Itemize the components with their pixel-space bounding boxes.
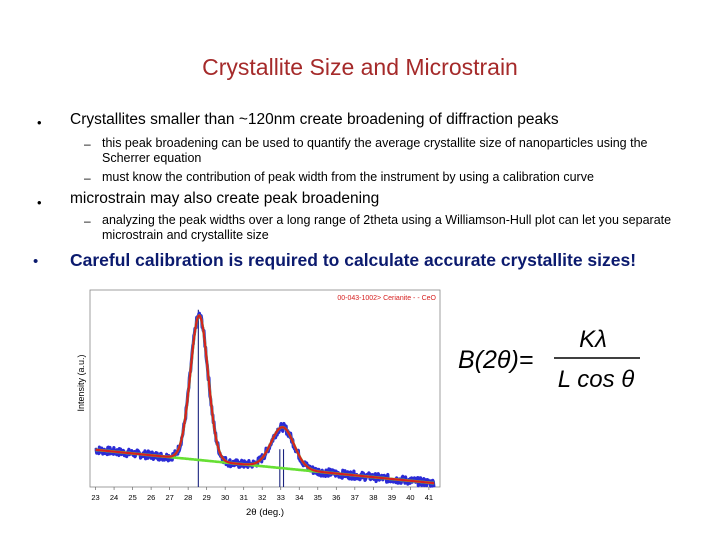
sub-dash: – [84, 137, 91, 151]
equation-lhs: B(2θ)= [458, 346, 533, 374]
bullet-dot: • [37, 115, 42, 130]
x-tick-label: 26 [147, 493, 155, 502]
x-tick-label: 24 [110, 493, 118, 502]
sub-bullet-text: analyzing the peak widths over a long ra… [102, 213, 672, 242]
highlight-bullet-text: Careful calibration is required to calcu… [70, 250, 637, 270]
x-tick-label: 27 [165, 493, 173, 502]
scherrer-equation: B(2θ)= Kλ L cos θ [458, 326, 640, 393]
x-tick-label: 37 [351, 493, 359, 502]
x-tick-label: 41 [425, 493, 433, 502]
x-tick-label: 32 [258, 493, 266, 502]
x-tick-label: 39 [388, 493, 396, 502]
slide-title: Crystallite Size and Microstrain [202, 54, 518, 80]
bullet-text: Crystallites smaller than ~120nm create … [70, 111, 559, 128]
bullet-text: microstrain may also create peak broaden… [70, 190, 380, 207]
sub-bullet-text: must know the contribution of peak width… [102, 170, 594, 184]
x-axis-label: 2θ (deg.) [246, 507, 284, 518]
x-tick-label: 34 [295, 493, 303, 502]
x-tick-label: 40 [406, 493, 414, 502]
x-tick-label: 36 [332, 493, 340, 502]
bullet-dot: • [37, 195, 42, 210]
y-axis-label: Intensity (a.u.) [76, 354, 86, 411]
x-tick-label: 30 [221, 493, 229, 502]
x-tick-label: 38 [369, 493, 377, 502]
equation-numerator: Kλ [579, 326, 607, 353]
series-measured-data [94, 311, 436, 488]
x-tick-label: 29 [202, 493, 210, 502]
x-tick-label: 25 [128, 493, 136, 502]
x-tick-label: 31 [240, 493, 248, 502]
x-tick-label: 35 [314, 493, 322, 502]
sub-dash: – [84, 214, 91, 228]
equation-denominator: L cos θ [558, 366, 635, 393]
bullet-dot: • [33, 253, 39, 270]
phase-annotation: 00-043-1002> Cerianite - - CeO [337, 295, 436, 302]
x-tick-label: 28 [184, 493, 192, 502]
x-tick-label: 33 [277, 493, 285, 502]
plot-area-frame [89, 289, 441, 488]
x-tick-label: 23 [91, 493, 99, 502]
sub-bullet-text: this peak broadening can be used to quan… [102, 136, 648, 165]
xrd-chart: 23 24 25 26 27 28 29 30 31 32 33 34 35 36 37 38 39 40 41 0… [76, 289, 441, 518]
sub-dash: – [84, 171, 91, 185]
series-fit [95, 314, 435, 485]
